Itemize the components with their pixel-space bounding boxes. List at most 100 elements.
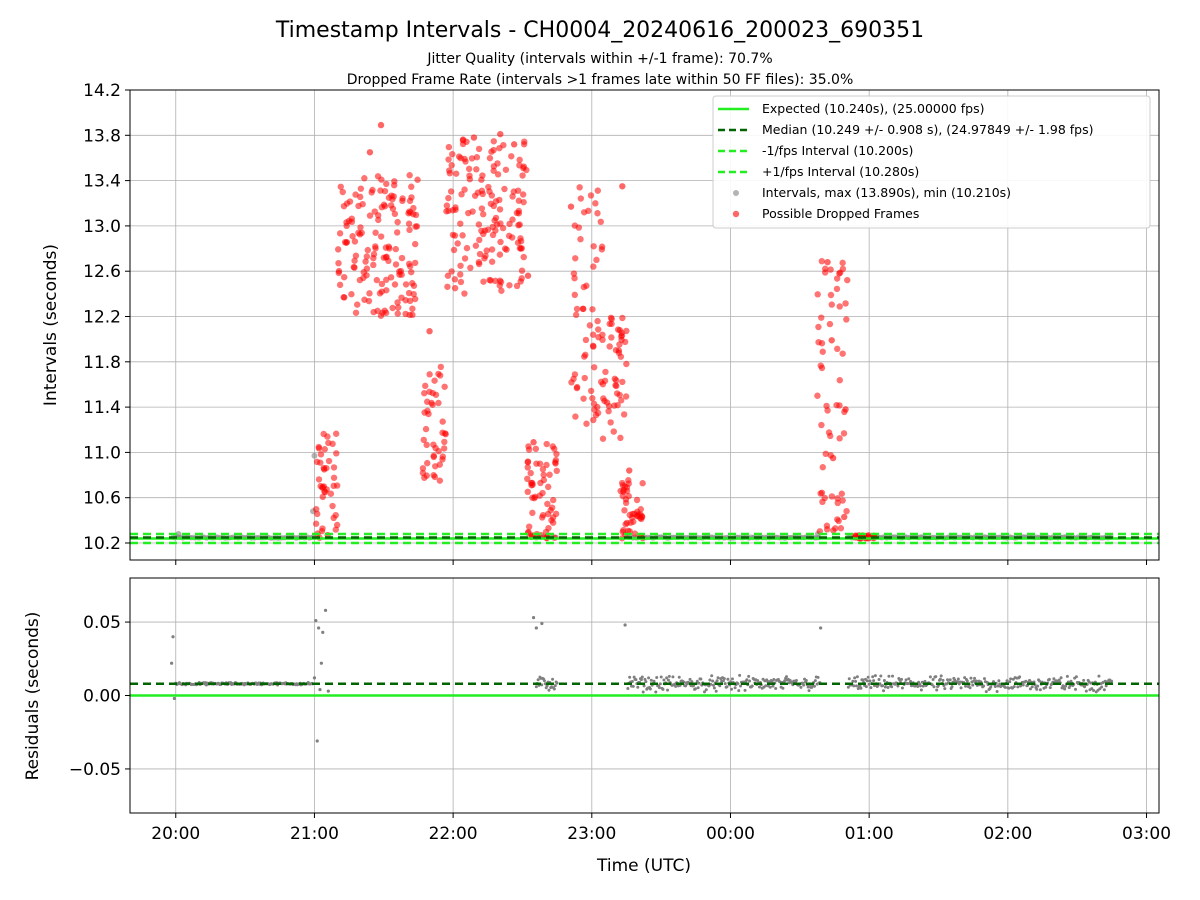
residual-point [891,674,895,678]
residual-point [783,679,787,683]
x-tick-label: 01:00 [845,824,894,844]
dropped-frame-point [599,435,607,442]
y-tick-label: 11.8 [83,353,121,373]
residual-point [699,677,703,681]
residual-point [965,679,969,683]
dropped-frame-point [475,145,483,153]
residual-point [768,685,772,689]
residual-point [907,677,911,681]
dropped-frame-point [530,439,537,446]
residual-point [652,679,656,683]
residual-point [886,686,890,690]
dropped-frame-point [476,236,483,244]
residual-point [649,678,653,682]
dropped-frame-point [836,269,844,276]
intervals-plot-frame [129,89,1160,561]
x-tick-label: 20:00 [151,824,200,844]
dropped-frame-point [502,166,510,173]
residual-point [661,687,665,691]
dropped-frame-point [580,209,588,216]
dropped-frame-point [630,518,637,525]
dropped-frame-point [514,187,522,194]
dropped-frame-point [498,287,505,294]
residual-point [1092,689,1096,693]
dropped-frame-point [532,445,540,453]
dropped-frame-point [622,393,630,400]
dropped-frame-point [634,512,641,519]
dropped-frame-point [817,362,824,369]
dropped-frame-point [837,525,845,532]
dropped-frame-point [821,269,829,276]
legend-box [712,95,1151,229]
residual-point [969,676,973,680]
dropped-frame-point [492,277,499,285]
residual-point [982,677,986,681]
dropped-frame-point [312,520,320,527]
dropped-frame-point [590,263,597,270]
residual-point [785,675,789,679]
residual-point [974,679,978,683]
legend-expected-label: Expected (10.240s), (25.00000 fps) [762,101,984,116]
dropped-frame-point [352,309,360,316]
dropped-frame-point [525,443,532,450]
residual-point [816,675,820,679]
dropped-frame-point [426,371,433,378]
residual-point [900,686,904,690]
dropped-frame-point [488,148,495,155]
dropped-frame-point [366,290,373,297]
dropped-frame-point [348,291,355,298]
dropped-frame-point [828,493,836,500]
dropped-frame-point [843,316,850,323]
dropped-frame-point [426,388,433,395]
residuals-y-axis-label: Residuals (seconds) [23,612,43,781]
dropped-frame-point [378,280,386,288]
residual-point [666,678,670,682]
dropped-frame-point [441,383,448,390]
dropped-frame-point [315,445,323,452]
dropped-frame-point [363,253,371,260]
dropped-frame-point [501,185,508,193]
residual-point [640,675,644,679]
dropped-frame-point [618,329,625,337]
dropped-frame-point [830,527,837,534]
dropped-frame-point [617,434,624,442]
residual-point [864,685,868,689]
dropped-frame-point [571,274,578,282]
dropped-frame-point [818,421,825,429]
dropped-frame-point [389,205,397,212]
dropped-frame-point [552,459,559,466]
dropped-frame-point [819,464,826,471]
dropped-frame-point [639,480,646,487]
dropped-frame-point [529,509,536,517]
dropped-frame-point [339,188,346,196]
dropped-frame-point [626,467,633,474]
residual-point [943,687,947,691]
residual-point [318,688,322,692]
residual-point [918,684,922,688]
dropped-frame-point [441,438,448,446]
dropped-frame-point [603,399,611,406]
dropped-frame-point [478,187,486,195]
dropped-frame-point [436,477,444,484]
residual-point [321,630,325,634]
y-tick-label: 0.05 [83,613,121,633]
dropped-frame-point [321,446,328,453]
dropped-frame-point [827,291,835,299]
residual-point [684,684,688,688]
dropped-frame-point [465,165,473,173]
dropped-frame-point [501,245,509,252]
residual-point [872,679,876,683]
dropped-frame-point [315,476,323,483]
dropped-frame-point [377,233,385,240]
residual-point [657,686,661,690]
dropped-frame-point [619,183,626,190]
residual-point [1036,684,1040,688]
dropped-frame-point [543,461,550,469]
dropped-frame-point [391,210,399,218]
residual-point [1074,687,1078,691]
residual-point [770,680,774,684]
residual-point [671,675,675,679]
dropped-frame-point [351,257,358,264]
residual-point [774,686,778,690]
dropped-frame-point [343,222,350,230]
